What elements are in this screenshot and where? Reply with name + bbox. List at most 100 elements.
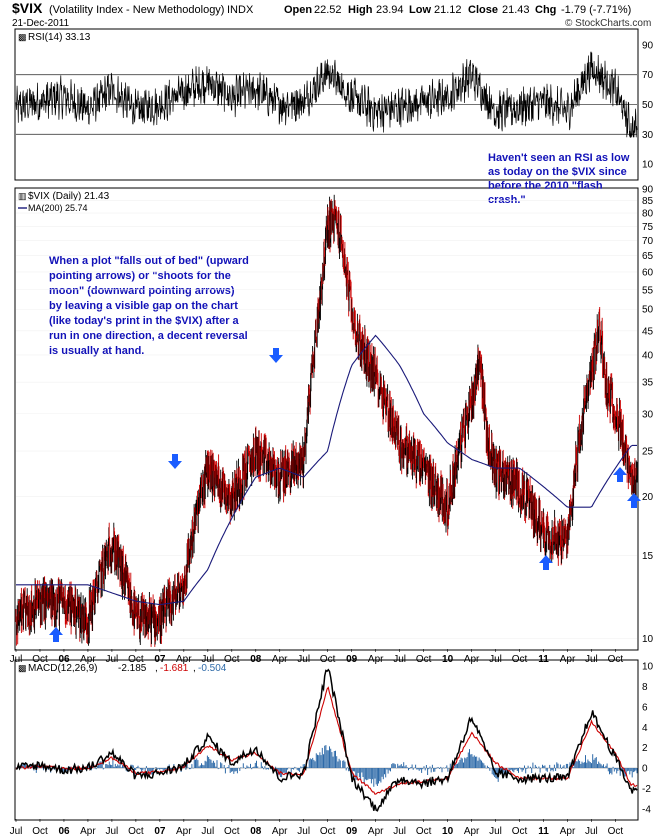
- macd-x-label: Apr: [80, 826, 96, 837]
- price-x-label: Jul: [489, 654, 502, 665]
- macd-x-label: Oct: [224, 826, 240, 837]
- price-x-label: 09: [346, 654, 358, 665]
- macd-x-label: 08: [250, 826, 262, 837]
- macd-x-label: Oct: [320, 826, 336, 837]
- price-x-label: Apr: [176, 654, 192, 665]
- arrow-down-icon: [168, 454, 182, 469]
- macd-x-label: Apr: [272, 826, 288, 837]
- macd-x-label: Jul: [10, 826, 23, 837]
- macd-x-label: 10: [442, 826, 454, 837]
- rsi-line: [15, 51, 638, 138]
- ma-legend-text: MA(200) 25.74: [28, 203, 88, 213]
- macd-x-label: Apr: [464, 826, 480, 837]
- macd-legend-sep2: ,: [193, 663, 196, 674]
- rsi-tick-label: 30: [642, 130, 654, 141]
- price-panel-frame: [14, 187, 639, 651]
- x-axis-labels: Jul Oct 06 Apr Jul Oct 07 Apr Jul Oct 08 Apr Jul Oct 0…: [10, 649, 623, 837]
- price-tick-label: 35: [642, 378, 654, 389]
- open-value: 22.52: [314, 4, 342, 16]
- symbol-name: (Volatility Index - New Methodology): [49, 4, 224, 16]
- rsi-annotation-line: as today on the $VIX since: [488, 166, 627, 178]
- price-legend-text: $VIX (Daily) 21.43: [28, 191, 110, 202]
- macd-x-label: Apr: [368, 826, 384, 837]
- rsi-legend-glyph: ▩: [18, 32, 27, 42]
- price-x-label: Oct: [320, 654, 336, 665]
- price-x-label: 08: [250, 654, 262, 665]
- quote-bar: Open 22.52 High 23.94 Low 21.12 Close 21…: [284, 4, 631, 16]
- macd-plot: [15, 668, 638, 812]
- macd-tick-label: -2: [642, 784, 651, 795]
- price-x-label: Apr: [560, 654, 576, 665]
- rsi-plot: [15, 51, 638, 138]
- exchange-label: INDX: [227, 4, 254, 16]
- price-x-label: Jul: [297, 654, 310, 665]
- macd-x-label: 09: [346, 826, 358, 837]
- rsi-tick-label: 10: [642, 160, 654, 171]
- macd-x-label: Apr: [176, 826, 192, 837]
- price-annotation-line: run in one direction, a decent reversal: [49, 330, 248, 342]
- price-x-label: Jul: [585, 654, 598, 665]
- open-label: Open: [284, 4, 312, 16]
- macd-tick-label: 2: [642, 743, 648, 754]
- price-legend: ▥ $VIX (Daily) 21.43 MA(200) 25.74: [18, 191, 110, 213]
- price-x-label: Jul: [10, 654, 23, 665]
- price-tick-label: 55: [642, 285, 654, 296]
- rsi-legend: ▩ RSI(14) 33.13: [18, 32, 91, 43]
- price-x-label: Jul: [106, 654, 119, 665]
- price-tick-label: 85: [642, 196, 654, 207]
- chg-label: Chg: [535, 4, 556, 16]
- arrow-up-icon: [613, 467, 627, 482]
- macd-legend-prefix: MACD(12,26,9): [28, 663, 97, 674]
- macd-x-label: Jul: [393, 826, 406, 837]
- price-annotation-line: pointing arrows) or "shoots for the: [49, 270, 231, 282]
- price-tick-label: 25: [642, 447, 654, 458]
- symbol-title: $VIX: [12, 0, 43, 16]
- macd-x-label: Oct: [416, 826, 432, 837]
- price-x-label: Apr: [464, 654, 480, 665]
- macd-tick-label: 10: [642, 662, 654, 673]
- close-value: 21.43: [502, 4, 530, 16]
- price-x-label: 07: [154, 654, 166, 665]
- arrow-down-icon: [269, 348, 283, 363]
- price-x-label: Jul: [393, 654, 406, 665]
- arrow-up-icon: [627, 493, 641, 508]
- arrow-up-icon: [539, 555, 553, 570]
- low-value: 21.12: [434, 4, 462, 16]
- high-label: High: [348, 4, 373, 16]
- rsi-tick-label: 90: [642, 40, 654, 51]
- macd-legend-value: -2.185: [118, 663, 147, 674]
- price-tick-label: 50: [642, 305, 654, 316]
- low-label: Low: [409, 4, 431, 16]
- macd-legend: ▩ MACD(12,26,9) -2.185 , -1.681 , -0.504: [18, 663, 227, 674]
- macd-x-label: Jul: [489, 826, 502, 837]
- rsi-annotation-line: before the 2010 "flash: [488, 180, 603, 192]
- macd-x-label: Jul: [201, 826, 214, 837]
- price-tick-label: 10: [642, 634, 654, 645]
- price-x-label: Apr: [368, 654, 384, 665]
- rsi-annotation-line: Haven't seen an RSI as low: [488, 152, 630, 164]
- axis-ticks: 9070503010908580757065605550454035302520…: [642, 40, 654, 815]
- price-annotation-line: (like today's print in the $VIX) after a: [49, 315, 240, 327]
- macd-x-label: Oct: [32, 826, 48, 837]
- arrow-up-icon: [49, 627, 63, 642]
- macd-signal-line: [15, 686, 638, 795]
- price-x-label: Oct: [32, 654, 48, 665]
- macd-x-label: Jul: [106, 826, 119, 837]
- ma200-line: [16, 334, 637, 606]
- rsi-panel-frame: [14, 28, 639, 181]
- macd-x-label: 06: [58, 826, 70, 837]
- price-tick-label: 40: [642, 350, 654, 361]
- macd-legend-hist: -0.504: [198, 663, 227, 674]
- macd-legend-sep1: ,: [155, 663, 158, 674]
- price-plot: [15, 188, 638, 647]
- macd-tick-label: -4: [642, 804, 651, 815]
- macd-x-label: 07: [154, 826, 166, 837]
- watermark: © StockCharts.com: [565, 18, 651, 29]
- price-annotation-line: moon" (downward pointing arrows): [49, 285, 235, 297]
- rsi-tick-label: 50: [642, 100, 654, 111]
- price-x-label: 10: [442, 654, 454, 665]
- price-x-label: Oct: [416, 654, 432, 665]
- price-annotation: When a plot "falls out of bed" (upward po…: [49, 255, 249, 357]
- price-tick-label: 20: [642, 492, 654, 503]
- macd-x-label: 11: [538, 826, 549, 837]
